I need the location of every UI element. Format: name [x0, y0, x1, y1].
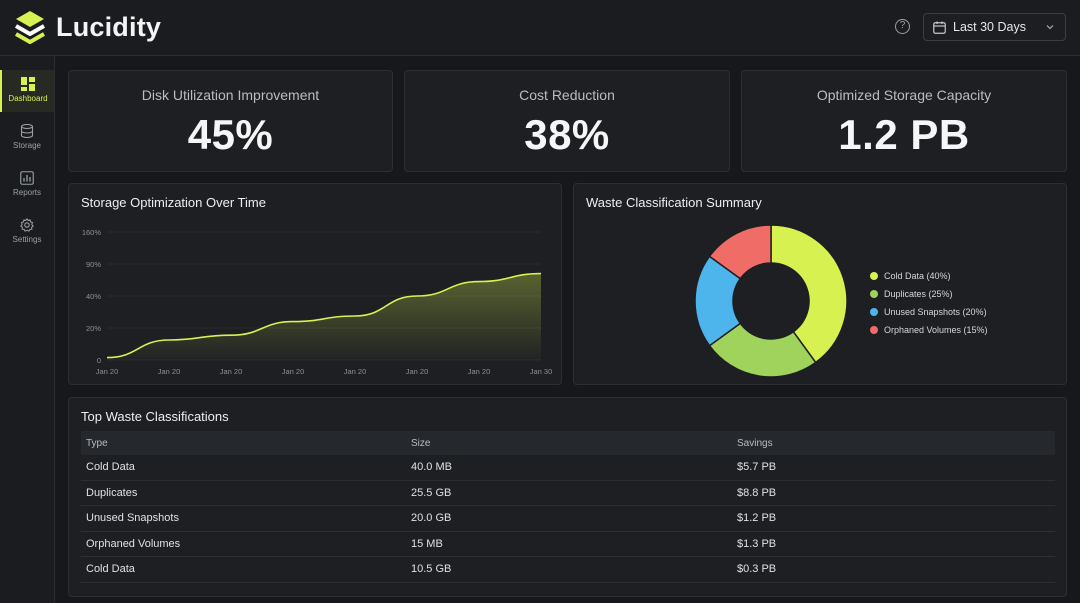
x-tick-label: Jan 30: [530, 367, 553, 376]
x-tick-label: Jan 20: [96, 367, 119, 376]
table-cell: 25.5 GB: [411, 486, 452, 499]
column-header-size[interactable]: Size: [411, 437, 431, 449]
grid-icon: [21, 77, 35, 91]
y-tick-label: 0: [97, 356, 101, 365]
table-row[interactable]: Orphaned Volumes 15 MB $1.3 PB: [81, 532, 1055, 557]
legend-label: Cold Data (40%): [884, 271, 951, 281]
kpi-card-disk-utilization: Disk Utilization Improvement 45%: [68, 70, 393, 172]
table-cell: Cold Data: [86, 461, 135, 474]
sidebar-item-settings[interactable]: Settings: [0, 211, 54, 253]
legend-item[interactable]: Cold Data (40%): [870, 267, 988, 285]
sidebar-item-storage[interactable]: Storage: [0, 117, 54, 159]
gear-icon: [20, 218, 34, 232]
table-cell: $8.8 PB: [737, 486, 777, 499]
table-cell: Duplicates: [86, 486, 138, 499]
pie-slice[interactable]: [708, 322, 817, 378]
legend-swatch: [870, 290, 878, 298]
pie-slice[interactable]: [770, 224, 848, 364]
date-range-value: Last 30 Days: [953, 20, 1026, 34]
sidebar-item-dashboard[interactable]: Dashboard: [0, 70, 54, 112]
column-header-type[interactable]: Type: [86, 437, 108, 449]
x-tick-label: Jan 20: [344, 367, 367, 376]
waste-donut-chart: [694, 224, 848, 378]
kpi-value: 45%: [187, 111, 274, 158]
storage-optimization-chart: 0 20% 40% 90% 160% Jan 20 Jan 20 Jan 20 Jan 20 J…: [82, 228, 553, 376]
table-cell: 10.5 GB: [411, 563, 452, 576]
x-tick-label: Jan 20: [220, 367, 243, 376]
x-tick-label: Jan 20: [282, 367, 305, 376]
table-row[interactable]: Unused Snapshots 20.0 GB $1.2 PB: [81, 506, 1055, 532]
database-icon: [20, 124, 34, 138]
top-bar: Lucidity ? Last 30 Days: [0, 0, 1080, 56]
layers-logo-icon: [15, 11, 45, 44]
x-tick-label: Jan 20: [158, 367, 181, 376]
storage-optimization-chart-card: Storage Optimization Over Time 0 20% 40% 90…: [68, 183, 562, 385]
legend-item[interactable]: Duplicates (25%): [870, 285, 988, 303]
y-tick-label: 160%: [82, 228, 102, 237]
app-name: Lucidity: [56, 11, 162, 42]
kpi-card-cost-reduction: Cost Reduction 38%: [404, 70, 730, 172]
table-title: Top Waste Classifications: [81, 409, 229, 424]
legend-label: Unused Snapshots (20%): [884, 307, 987, 317]
sidebar-item-label: Settings: [12, 235, 42, 244]
calendar-icon: [933, 21, 946, 34]
top-waste-table-card: Top Waste Classifications Type Size Savi…: [68, 397, 1067, 597]
sidebar-item-label: Reports: [12, 188, 41, 197]
legend-label: Duplicates (25%): [884, 289, 953, 299]
legend-swatch: [870, 272, 878, 280]
chart-title: Storage Optimization Over Time: [81, 195, 266, 210]
bar-chart-icon: [20, 171, 34, 185]
logo[interactable]: Lucidity: [14, 10, 161, 44]
legend-item[interactable]: Unused Snapshots (20%): [870, 303, 988, 321]
sidebar-item-label: Dashboard: [8, 94, 48, 103]
table-header: Type Size Savings: [81, 431, 1055, 455]
x-tick-label: Jan 20: [468, 367, 491, 376]
kpi-label: Cost Reduction: [519, 87, 615, 103]
chart-legend: Cold Data (40%) Duplicates (25%) Unused Sn…: [870, 267, 988, 339]
chart-title: Waste Classification Summary: [586, 195, 762, 210]
table-cell: $0.3 PB: [737, 563, 777, 576]
column-header-savings[interactable]: Savings: [737, 437, 773, 449]
series-line: [106, 272, 542, 359]
area-fill: [107, 273, 541, 360]
table-cell: Orphaned Volumes: [86, 537, 181, 550]
y-tick-label: 20%: [86, 324, 101, 333]
sidebar: Dashboard Storage Reports Settings: [0, 56, 55, 603]
kpi-value: 38%: [524, 111, 610, 158]
kpi-value: 1.2 PB: [838, 111, 970, 158]
x-tick-label: Jan 20: [406, 367, 429, 376]
legend-swatch: [870, 326, 878, 334]
kpi-label: Optimized Storage Capacity: [816, 87, 992, 103]
kpi-card-optimized-capacity: Optimized Storage Capacity 1.2 PB: [741, 70, 1067, 172]
pie-slice[interactable]: [708, 224, 772, 280]
table-cell: $5.7 PB: [737, 461, 777, 474]
table-row[interactable]: Cold Data 40.0 MB $5.7 PB: [81, 455, 1055, 481]
chevron-down-icon: [1046, 25, 1054, 30]
table-cell: 20.0 GB: [411, 512, 452, 525]
legend-item[interactable]: Orphaned Volumes (15%): [870, 321, 988, 339]
table-row[interactable]: Cold Data 10.5 GB $0.3 PB: [81, 557, 1055, 583]
kpi-label: Disk Utilization Improvement: [141, 87, 320, 103]
legend-swatch: [870, 308, 878, 316]
y-tick-label: 40%: [86, 292, 101, 301]
date-range-select[interactable]: Last 30 Days: [923, 13, 1066, 41]
table-cell: 40.0 MB: [411, 461, 452, 474]
y-tick-label: 90%: [86, 260, 101, 269]
waste-summary-card: Waste Classification Summary Cold Data (…: [573, 183, 1067, 385]
waste-table: Type Size Savings Cold Data 40.0 MB $5.7 P…: [81, 431, 1055, 583]
table-cell: 15 MB: [411, 537, 443, 550]
help-circle-icon[interactable]: ?: [895, 19, 910, 34]
sidebar-item-label: Storage: [12, 141, 42, 150]
table-row[interactable]: Duplicates 25.5 GB $8.8 PB: [81, 481, 1055, 506]
table-cell: $1.2 PB: [737, 512, 777, 525]
sidebar-item-reports[interactable]: Reports: [0, 164, 54, 206]
table-cell: Unused Snapshots: [86, 512, 179, 525]
table-cell: Cold Data: [86, 563, 135, 576]
legend-label: Orphaned Volumes (15%): [884, 325, 988, 335]
table-cell: $1.3 PB: [737, 537, 777, 550]
